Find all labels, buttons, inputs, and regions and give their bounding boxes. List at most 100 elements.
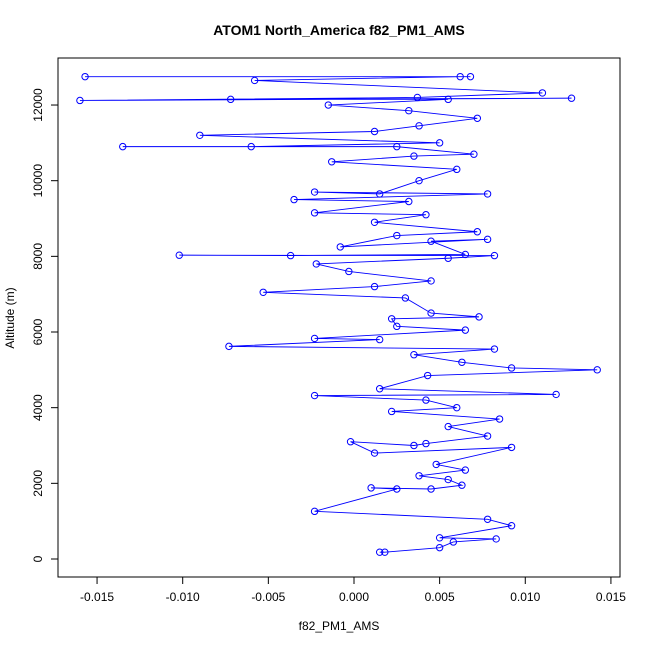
data-point (225, 342, 233, 351)
data-point (410, 351, 418, 359)
data-point (175, 251, 183, 259)
data-point (449, 538, 458, 546)
y-tick-label: 6000 (31, 318, 45, 345)
data-point (444, 422, 452, 431)
data-point (552, 390, 560, 399)
data-point (444, 95, 452, 104)
data-point (393, 142, 401, 151)
x-tick-label: -0.010 (166, 590, 200, 604)
data-point (405, 197, 413, 206)
data-point (413, 93, 422, 102)
data-point (119, 142, 127, 151)
data-point (422, 211, 430, 219)
data-point (375, 548, 384, 556)
data-point (427, 309, 435, 317)
data-point (259, 288, 267, 296)
data-point (444, 254, 452, 262)
data-point (458, 481, 466, 489)
data-point (453, 403, 461, 412)
data-point (310, 334, 319, 343)
data-point (346, 438, 355, 446)
data-point (393, 322, 401, 331)
data-line (79, 76, 598, 553)
data-point (507, 364, 516, 372)
x-tick-label: 0.015 (596, 590, 626, 604)
data-point (290, 195, 298, 204)
x-tick-label: 0.005 (425, 590, 455, 604)
data-point (370, 127, 379, 136)
data-point (507, 522, 516, 530)
x-axis-label: f82_PM1_AMS (299, 619, 380, 633)
data-point (473, 114, 482, 122)
data-point (461, 326, 470, 334)
data-point (456, 72, 464, 81)
data-point (310, 391, 319, 400)
data-point (410, 441, 418, 450)
data-point (375, 190, 384, 198)
x-tick-label: 0.000 (339, 590, 369, 604)
data-point (423, 371, 432, 380)
data-point (473, 228, 482, 236)
y-tick-label: 10000 (31, 164, 45, 198)
data-point (466, 72, 475, 81)
data-point (507, 443, 516, 452)
data-point (310, 507, 319, 516)
data-point (375, 385, 384, 393)
data-point (381, 548, 389, 556)
y-tick-label: 4000 (31, 394, 45, 421)
y-tick-label: 12000 (31, 88, 45, 122)
data-point (387, 407, 396, 416)
data-point (81, 72, 89, 81)
data-point (432, 460, 440, 469)
data-point (458, 358, 466, 366)
data-point (483, 190, 492, 198)
data-point (226, 95, 235, 104)
data-point (453, 165, 461, 174)
data-point (483, 432, 492, 440)
data-point (76, 96, 84, 105)
data-point (310, 209, 319, 217)
data-point (461, 250, 470, 259)
data-point (483, 515, 492, 523)
y-tick-label: 2000 (31, 470, 45, 497)
data-point (345, 267, 353, 276)
data-point (444, 475, 452, 484)
data-point (435, 139, 444, 147)
data-point (196, 131, 204, 139)
data-point (593, 366, 601, 374)
data-point (492, 535, 500, 543)
data-point (435, 543, 444, 552)
data-point (475, 313, 483, 321)
data-point (401, 294, 410, 302)
x-tick-label: 0.010 (510, 590, 540, 604)
data-point (286, 251, 295, 260)
data-point (370, 449, 379, 457)
data-point (370, 282, 379, 291)
data-point (427, 237, 435, 245)
data-point (328, 158, 336, 166)
data-point (387, 315, 396, 323)
data-point (483, 235, 492, 244)
data-point (415, 122, 423, 130)
data-point (370, 218, 379, 226)
plot-box (57, 57, 621, 578)
data-point (567, 94, 576, 102)
data-point (324, 101, 332, 109)
chart-title: ATOM1 North_America f82_PM1_AMS (213, 22, 465, 38)
data-point (415, 472, 423, 480)
data-point (427, 277, 435, 285)
data-point (312, 260, 321, 268)
data-point (490, 251, 499, 260)
data-point (427, 485, 435, 493)
y-axis-label: Altitude (m) (3, 287, 17, 348)
data-point (247, 142, 255, 151)
data-point (410, 152, 418, 160)
data-point (490, 345, 499, 353)
data-point (367, 484, 375, 492)
data-point (336, 243, 344, 251)
y-tick-label: 8000 (31, 243, 45, 270)
data-point (375, 335, 384, 344)
data-point (393, 231, 401, 240)
data-point (405, 106, 413, 115)
